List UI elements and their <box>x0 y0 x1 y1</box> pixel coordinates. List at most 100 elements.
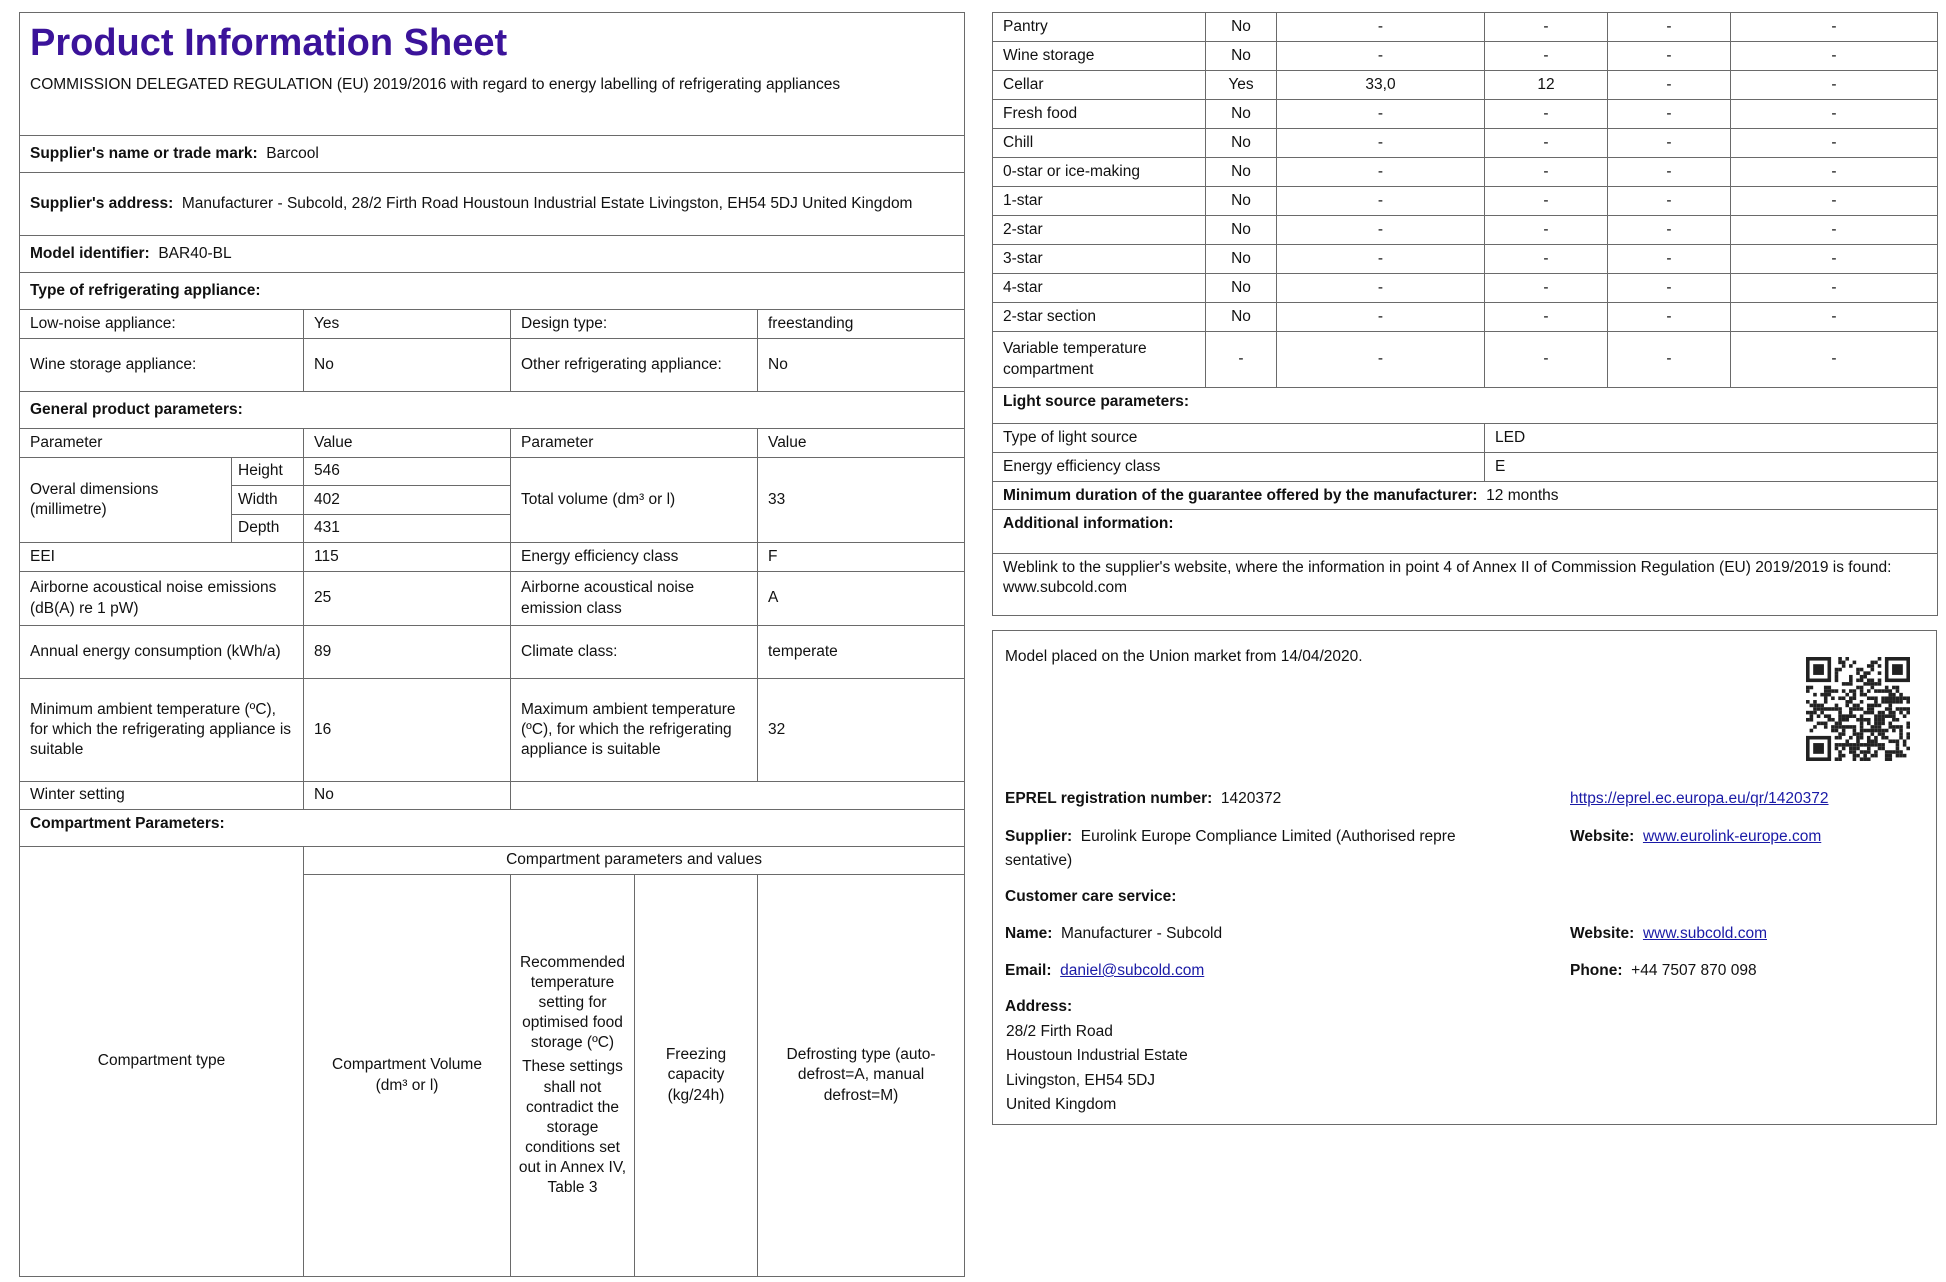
compartment-freezing: - <box>1607 331 1731 388</box>
compartment-type: 2-star section <box>992 302 1206 332</box>
compartment-row: 2-star section No - - - - <box>992 302 1938 332</box>
wine-label: Wine storage appliance: <box>19 338 304 392</box>
qr-code-icon[interactable] <box>1806 656 1910 762</box>
compartment-defrost: - <box>1730 302 1938 332</box>
compartment-group-header: Compartment parameters and values <box>302 846 966 875</box>
email-link[interactable]: daniel@subcold.com <box>1060 962 1205 979</box>
compartment-freezing: - <box>1607 157 1731 187</box>
compartment-present: No <box>1205 215 1277 245</box>
label: Supplier's address: <box>30 194 174 212</box>
compartment-type: Wine storage <box>992 41 1206 71</box>
compartment-row: Wine storage No - - - - <box>992 41 1938 71</box>
compartment-defrost: - <box>1730 128 1938 158</box>
compartment-defrost: - <box>1730 41 1938 71</box>
noise-class-label: Airborne acoustical noise emission class <box>510 571 758 626</box>
dimensions-label: Overal dimensions (millimetre) <box>19 457 232 543</box>
guarantee-row: Minimum duration of the guarantee offere… <box>992 481 1938 510</box>
address-line: Livingston, EH54 5DJ <box>1006 1072 1156 1089</box>
eec-label: Energy efficiency class <box>510 542 758 572</box>
volume-value: 33 <box>756 457 966 543</box>
label: Supplier: <box>1005 828 1073 845</box>
compartment-type: 1-star <box>992 186 1206 216</box>
product-info-table: Product Information Sheet COMMISSION DELE… <box>18 12 966 1277</box>
min-temp-value: 16 <box>303 678 511 782</box>
winter-value: No <box>303 781 511 810</box>
address-label: Address: <box>1005 998 1073 1015</box>
compartment-defrost: - <box>1730 70 1938 100</box>
compartment-defrost: - <box>1730 244 1938 274</box>
general-heading: General product parameters: <box>18 391 966 429</box>
compartment-type: 0-star or ice-making <box>992 157 1206 187</box>
compartment-temp: - <box>1484 128 1608 158</box>
compartment-row: 0-star or ice-making No - - - - <box>992 157 1938 187</box>
address-line: United Kingdom <box>1006 1096 1117 1113</box>
compartment-temp: - <box>1484 302 1608 332</box>
compartment-volume: - <box>1276 128 1485 158</box>
design-label: Design type: <box>510 309 758 339</box>
aec-label: Annual energy consumption (kWh/a) <box>19 625 304 679</box>
column-header: Value <box>303 428 511 458</box>
compartment-type: 4-star <box>992 273 1206 303</box>
supplier-address: Manufacturer - Subcold, 28/2 Firth Road … <box>181 194 913 212</box>
low-noise-value: Yes <box>303 309 511 339</box>
compartment-freezing: - <box>1607 41 1731 71</box>
winter-label: Winter setting <box>19 781 304 810</box>
heading: Compartment Parameters: <box>30 815 225 832</box>
aec-value: 89 <box>303 625 511 679</box>
column-header: Parameter <box>19 428 304 458</box>
compartment-freezing: - <box>1607 215 1731 245</box>
eei-value: 115 <box>303 542 511 572</box>
compartment-temp: 12 <box>1484 70 1608 100</box>
label: Website: <box>1570 925 1635 942</box>
compartment-volume: - <box>1276 215 1485 245</box>
label: Supplier's name or trade mark: <box>30 144 258 162</box>
additional-heading: Additional information: <box>992 509 1938 554</box>
eprel-number: 1420372 <box>1220 790 1282 807</box>
compartment-row: 3-star No - - - - <box>992 244 1938 274</box>
volume-label: Total volume (dm³ or l) <box>510 457 758 543</box>
compartment-present: - <box>1205 331 1277 388</box>
defrost-header: Defrosting type (auto-defrost=A, manual … <box>756 874 966 1277</box>
light-type-value: LED <box>1484 423 1938 453</box>
compartment-freezing: - <box>1607 302 1731 332</box>
compartment-freezing: - <box>1607 186 1731 216</box>
compartment-row: 1-star No - - - - <box>992 186 1938 216</box>
supplier-website-link[interactable]: www.eurolink-europe.com <box>1642 828 1822 845</box>
min-temp-label: Minimum ambient temperature (ºC), for wh… <box>19 678 304 782</box>
compartment-volume: 33,0 <box>1276 70 1485 100</box>
compartment-type: Cellar <box>992 70 1206 100</box>
label: Minimum duration of the guarantee offere… <box>1003 487 1478 504</box>
compartment-defrost: - <box>1730 331 1938 388</box>
supplier-name: Eurolink Europe Compliance Limited (Auth… <box>1080 828 1456 845</box>
compartment-present: No <box>1205 302 1277 332</box>
compartment-freezing: - <box>1607 128 1731 158</box>
light-heading: Light source parameters: <box>992 387 1938 424</box>
compartment-present: No <box>1205 273 1277 303</box>
compartment-present: No <box>1205 12 1277 42</box>
freezing-header: Freezing capacity (kg/24h) <box>634 874 758 1277</box>
compartment-row: Chill No - - - - <box>992 128 1938 158</box>
compartment-defrost: - <box>1730 186 1938 216</box>
compartment-freezing: - <box>1607 244 1731 274</box>
climate-value: temperate <box>756 625 966 679</box>
max-temp-value: 32 <box>756 678 966 782</box>
compartment-type: Variable temperature compartment <box>992 331 1206 388</box>
label: EPREL registration number: <box>1005 790 1213 807</box>
compartment-temp: - <box>1484 12 1608 42</box>
eprel-link[interactable]: https://eprel.ec.europa.eu/qr/1420372 <box>1570 790 1829 807</box>
compartment-freezing: - <box>1607 273 1731 303</box>
heading: General product parameters: <box>30 400 243 418</box>
column-header: Value <box>756 428 966 458</box>
height-label: Height <box>231 457 304 486</box>
supplier-address-row: Supplier's address: Manufacturer - Subco… <box>18 172 966 236</box>
compartment-defrost: - <box>1730 273 1938 303</box>
care-website-link[interactable]: www.subcold.com <box>1642 925 1767 942</box>
eprel-box: Model placed on the Union market from 14… <box>992 630 1937 1125</box>
compartment-temp: - <box>1484 41 1608 71</box>
temp-header: Recommended temperature setting for opti… <box>519 953 626 1052</box>
depth-label: Depth <box>231 514 304 543</box>
label: Model identifier: <box>30 244 150 262</box>
compartment-temp: - <box>1484 99 1608 129</box>
model-row: Model identifier: BAR40-BL <box>18 235 966 273</box>
volume-header: Compartment Volume (dm³ or l) <box>303 874 511 1277</box>
